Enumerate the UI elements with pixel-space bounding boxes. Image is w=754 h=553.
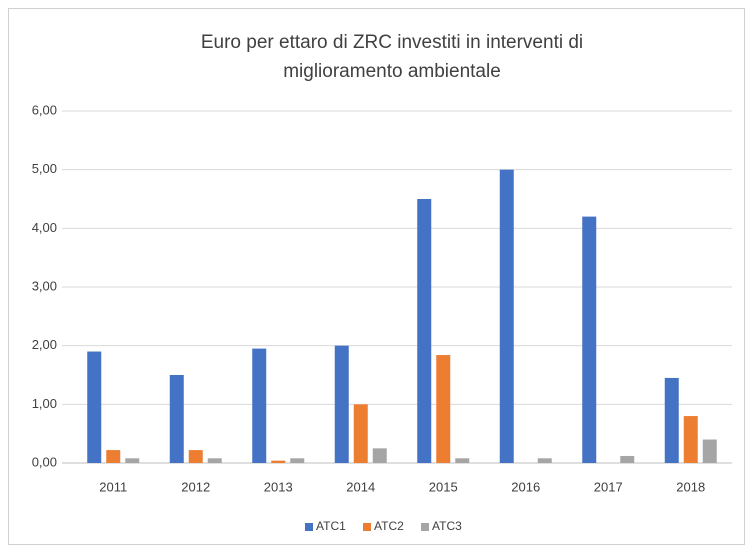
y-tick-label: 6,00 (32, 102, 57, 117)
legend-label: ATC2 (374, 519, 404, 533)
y-tick-label: 4,00 (32, 220, 57, 235)
y-tick-label: 1,00 (32, 396, 57, 411)
bar (582, 216, 597, 463)
bar (252, 348, 267, 463)
bar (372, 448, 387, 463)
chart-title: miglioramento ambientale (283, 61, 501, 82)
legend-swatch (421, 523, 429, 531)
x-tick-label: 2014 (346, 479, 375, 494)
bar (620, 455, 635, 463)
bar (290, 458, 305, 463)
bar (353, 404, 368, 463)
legend-swatch (305, 523, 313, 531)
legend-label: ATC3 (432, 519, 462, 533)
x-tick-label: 2016 (511, 479, 540, 494)
x-tick-label: 2017 (594, 479, 623, 494)
x-tick-label: 2013 (264, 479, 293, 494)
x-tick-label: 2018 (676, 479, 705, 494)
bar (499, 169, 514, 463)
bar (664, 377, 679, 463)
bar (207, 458, 222, 463)
bar (271, 460, 286, 463)
bar (106, 450, 121, 463)
bar (417, 199, 432, 463)
y-tick-label: 0,00 (32, 454, 57, 469)
chart-frame (8, 8, 745, 545)
bar (537, 458, 552, 463)
chart-title: Euro per ettaro di ZRC investiti in inte… (201, 32, 583, 53)
bar (436, 355, 451, 463)
legend-swatch (363, 523, 371, 531)
bar (702, 439, 717, 463)
legend-label: ATC1 (316, 519, 346, 533)
bar (188, 450, 203, 463)
y-tick-label: 2,00 (32, 337, 57, 352)
bar (683, 416, 698, 463)
y-tick-label: 3,00 (32, 278, 57, 293)
x-tick-label: 2012 (181, 479, 210, 494)
y-tick-label: 5,00 (32, 161, 57, 176)
bar (455, 458, 470, 463)
bar (334, 345, 349, 463)
bar (169, 375, 184, 463)
x-tick-label: 2011 (99, 479, 127, 494)
bar (87, 351, 102, 463)
x-tick-label: 2015 (429, 479, 458, 494)
bar (125, 458, 140, 463)
